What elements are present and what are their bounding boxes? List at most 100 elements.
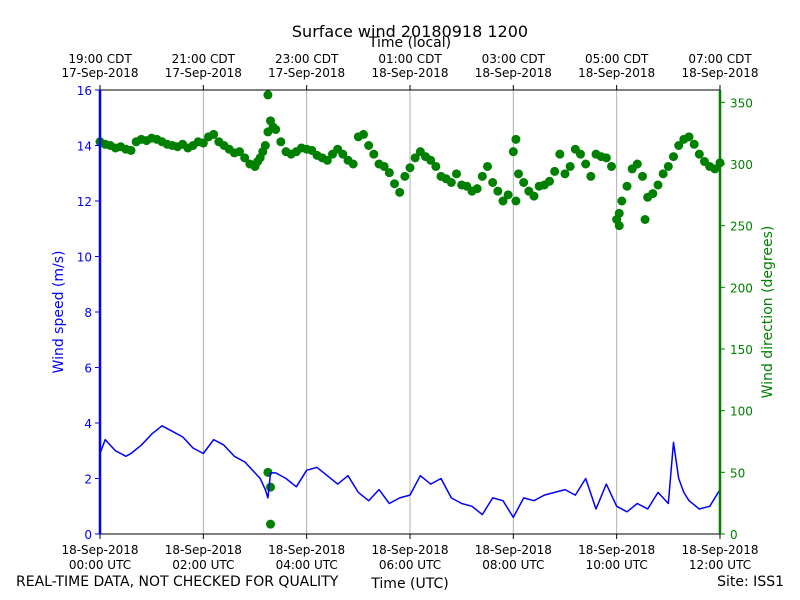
top-tick-date: 17-Sep-2018 <box>165 66 242 80</box>
wind-direction-point <box>395 187 405 197</box>
left-tick-label: 2 <box>84 473 92 487</box>
wind-direction-point <box>426 155 436 165</box>
wind-direction-point <box>519 178 529 187</box>
bottom-tick-date: 18-Sep-2018 <box>61 543 138 557</box>
top-tick-time: 23:00 CDT <box>275 52 339 66</box>
top-tick-time: 05:00 CDT <box>585 52 649 66</box>
bottom-tick-time: 08:00 UTC <box>482 558 544 572</box>
bottom-tick-date: 18-Sep-2018 <box>681 543 758 557</box>
right-tick-label: 50 <box>730 466 745 480</box>
wind-direction-point <box>640 215 650 224</box>
left-tick-label: 4 <box>84 417 92 431</box>
wind-direction-point <box>431 161 441 171</box>
wind-direction-point <box>260 141 270 150</box>
wind-direction-point <box>684 132 694 142</box>
top-tick-time: 03:00 CDT <box>482 52 546 66</box>
wind-speed-series <box>99 425 721 519</box>
wind-direction-point <box>514 169 523 179</box>
wind-direction-point <box>607 161 616 171</box>
left-tick-label: 12 <box>77 195 92 209</box>
site-label: Site: ISS1 <box>717 574 784 590</box>
left-tick-label: 16 <box>77 84 92 98</box>
wind-direction-point <box>266 482 275 492</box>
left-axis-ticks: 0 2 4 6 8 10 12 14 16 <box>77 84 100 542</box>
wind-speed-line <box>99 425 721 519</box>
top-tick-date: 17-Sep-2018 <box>61 66 138 80</box>
wind-direction-point <box>263 90 273 100</box>
right-axis-label: Wind direction (degrees) <box>760 226 776 399</box>
wind-direction-point <box>614 221 624 231</box>
wind-direction-point <box>710 164 720 174</box>
wind-direction-point <box>511 134 521 144</box>
wind-direction-point <box>511 196 521 206</box>
wind-direction-point <box>379 161 389 171</box>
wind-direction-point <box>369 149 379 159</box>
wind-direction-point <box>581 159 591 169</box>
wind-direction-point <box>446 178 456 187</box>
wind-direction-point <box>126 145 136 155</box>
bottom-tick-date: 18-Sep-2018 <box>475 543 552 557</box>
quality-disclaimer: REAL-TIME DATA, NOT CHECKED FOR QUALITY <box>16 574 339 590</box>
wind-direction-point <box>653 180 663 190</box>
top-tick-date: 18-Sep-2018 <box>578 66 655 80</box>
bottom-tick-date: 18-Sep-2018 <box>578 543 655 557</box>
right-axis-ticks: 0 50 100 150 200 250 300 350 <box>720 96 753 542</box>
top-tick-date: 18-Sep-2018 <box>681 66 758 80</box>
wind-direction-point <box>694 149 704 159</box>
wind-direction-point <box>560 169 570 179</box>
wind-direction-point <box>271 124 281 134</box>
wind-direction-point <box>198 138 208 148</box>
wind-direction-point <box>669 152 678 162</box>
wind-direction-point <box>622 181 632 191</box>
wind-direction-point <box>472 184 482 194</box>
wind-direction-point <box>689 139 699 149</box>
wind-direction-point <box>400 171 410 181</box>
wind-direction-point <box>550 166 560 176</box>
wind-direction-point <box>586 171 596 181</box>
bottom-tick-time: 00:00 UTC <box>69 558 131 572</box>
left-axis-label: Wind speed (m/s) <box>51 251 67 374</box>
wind-direction-point <box>209 129 219 139</box>
wind-direction-point <box>648 189 658 199</box>
wind-direction-point <box>410 153 420 163</box>
wind-direction-point <box>359 129 368 139</box>
wind-direction-point <box>638 171 647 181</box>
bottom-tick-time: 12:00 UTC <box>689 558 751 572</box>
wind-direction-point <box>601 153 611 163</box>
wind-direction-point <box>632 159 642 169</box>
right-tick-label: 350 <box>730 96 753 110</box>
wind-direction-point <box>614 208 624 218</box>
left-tick-label: 14 <box>77 140 92 154</box>
top-tick-time: 07:00 CDT <box>688 52 752 66</box>
wind-direction-point <box>545 176 554 186</box>
top-tick-time: 01:00 CDT <box>378 52 442 66</box>
wind-direction-point <box>322 155 332 165</box>
wind-direction-point <box>384 168 394 178</box>
wind-direction-point <box>498 196 508 206</box>
wind-direction-point <box>235 147 244 157</box>
wind-direction-point <box>477 171 487 181</box>
top-tick-date: 18-Sep-2018 <box>475 66 552 80</box>
wind-direction-point <box>576 149 585 159</box>
top-tick-time: 21:00 CDT <box>172 52 236 66</box>
chart-title: Surface wind 20180918 1200 <box>292 22 528 41</box>
right-tick-label: 300 <box>730 158 753 172</box>
wind-direction-point <box>565 161 575 171</box>
left-tick-label: 0 <box>84 528 92 542</box>
top-tick-date: 18-Sep-2018 <box>371 66 448 80</box>
wind-direction-point <box>555 149 565 159</box>
top-tick-time: 19:00 CDT <box>68 52 132 66</box>
wind-direction-point <box>658 169 668 179</box>
wind-direction-point <box>493 186 503 196</box>
top-tick-date: 17-Sep-2018 <box>268 66 345 80</box>
bottom-tick-date: 18-Sep-2018 <box>371 543 448 557</box>
right-tick-label: 200 <box>730 281 753 295</box>
wind-direction-point <box>483 161 492 171</box>
bottom-tick-time: 02:00 UTC <box>172 558 234 572</box>
grid-layer <box>202 90 618 534</box>
right-tick-label: 150 <box>730 343 753 357</box>
bottom-tick-time: 06:00 UTC <box>379 558 441 572</box>
wind-direction-point <box>338 149 348 159</box>
